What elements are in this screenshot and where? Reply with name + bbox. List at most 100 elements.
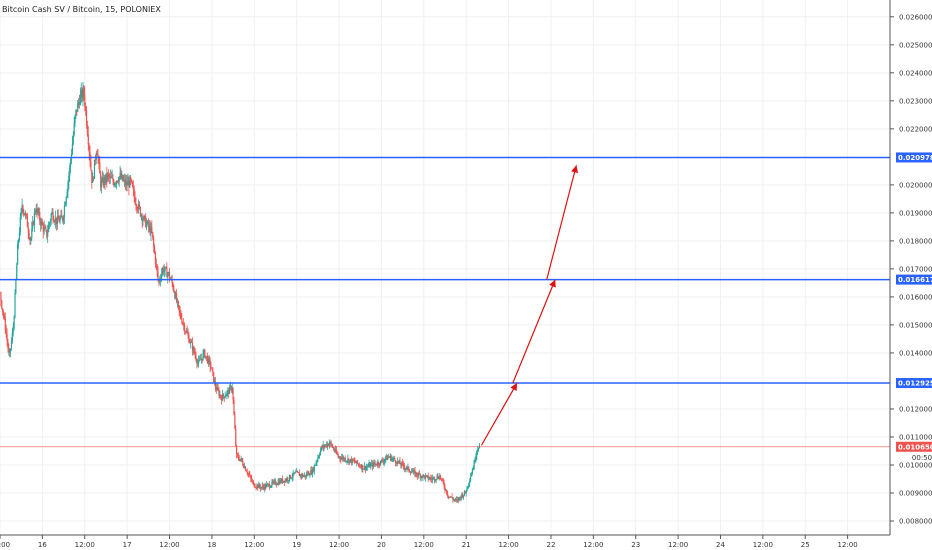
- candle-body: [408, 466, 410, 471]
- candle-body: [179, 310, 181, 314]
- candle-body: [32, 221, 35, 225]
- candle-body: [346, 460, 348, 462]
- candle-body: [205, 355, 207, 358]
- candle-body: [9, 348, 12, 352]
- candle-body: [400, 464, 402, 466]
- chart-title: Bitcoin Cash SV / Bitcoin, 15, POLONIEX: [2, 5, 161, 14]
- candle-body: [296, 471, 298, 473]
- candle-body: [301, 474, 303, 477]
- candle-body: [283, 480, 285, 483]
- price-axis[interactable]: 0.02600000 0.02500000 0.02400000 0.02300000…: [890, 13, 932, 525]
- candle-body: [211, 367, 213, 369]
- candle-body: [440, 478, 443, 480]
- candle-body: [90, 162, 92, 171]
- candle-body: [113, 181, 115, 186]
- candle-body: [77, 102, 80, 104]
- candle-body: [409, 470, 411, 472]
- candle-body: [230, 386, 232, 391]
- candle-body: [418, 473, 420, 475]
- time-tick-label: 16: [38, 541, 47, 549]
- candle-body: [457, 499, 459, 501]
- candle-body: [339, 456, 341, 459]
- candle-body: [275, 484, 277, 486]
- candle-body: [176, 301, 179, 302]
- candle-body: [392, 458, 394, 460]
- candle-body: [12, 327, 14, 333]
- candle-body: [31, 228, 33, 239]
- countdown-bg: [896, 452, 932, 462]
- candle-body: [426, 475, 428, 477]
- candle-body: [177, 301, 179, 306]
- candle-body: [52, 211, 54, 221]
- candle-body: [234, 414, 236, 429]
- candle-body: [414, 470, 416, 476]
- candle-body: [240, 458, 242, 460]
- candle-body: [442, 479, 444, 483]
- candle-body: [28, 232, 30, 239]
- candle-body: [364, 465, 366, 470]
- candle-body: [97, 155, 99, 159]
- candle-body: [115, 183, 117, 185]
- candle-body: [56, 216, 58, 225]
- candle-body: [272, 481, 274, 483]
- candle-body: [186, 331, 188, 334]
- candle-body: [287, 478, 289, 481]
- candle-body: [338, 456, 340, 458]
- candle-body: [379, 460, 382, 465]
- candle-body: [127, 181, 129, 186]
- candle-body: [378, 462, 380, 465]
- candle-body: [477, 449, 479, 452]
- candle-body: [115, 180, 118, 184]
- candle-body: [389, 455, 391, 458]
- candle-body: [227, 390, 229, 392]
- candle-body: [168, 272, 170, 274]
- candle-body: [361, 465, 363, 469]
- candle-body: [360, 466, 362, 469]
- price-tick-label: 0.01600000: [899, 293, 932, 301]
- candle-body: [206, 355, 208, 357]
- candle-body: [143, 215, 145, 220]
- candle-body: [171, 279, 173, 284]
- time-tick-label: 12:00: [498, 541, 518, 549]
- candle-body: [267, 484, 270, 485]
- candle-body: [264, 484, 266, 490]
- candle-body: [102, 177, 104, 186]
- candle-body: [320, 446, 322, 451]
- time-tick-label: 22: [546, 541, 555, 549]
- candle-body: [394, 458, 396, 461]
- time-tick-label: 12:00: [244, 541, 264, 549]
- candle-body: [120, 173, 122, 179]
- candle-body: [57, 216, 59, 220]
- candle-body: [197, 362, 199, 364]
- candle-body: [425, 475, 428, 477]
- candle-body: [39, 211, 41, 221]
- candle-body: [357, 463, 360, 465]
- candle-body: [311, 468, 314, 474]
- candle-body: [98, 158, 100, 162]
- candle-body: [436, 476, 438, 480]
- candle-body: [258, 484, 260, 488]
- projection-arrow: [480, 382, 518, 446]
- candle-body: [477, 448, 480, 450]
- candle-body: [347, 458, 349, 461]
- support-resistance-levels[interactable]: [0, 156, 890, 384]
- candle-body: [156, 264, 158, 272]
- candle-body: [236, 445, 238, 455]
- candle-body: [262, 485, 264, 488]
- candle-body: [30, 238, 32, 240]
- candle-body: [279, 480, 281, 485]
- candle-body: [112, 177, 114, 182]
- time-axis[interactable]: 12:00 16 12:00 17 12:00 18 12:00 19 12:00 20 12:00…: [0, 535, 858, 549]
- price-tick-label: 0.01800000: [899, 237, 932, 245]
- candle-body: [456, 499, 458, 501]
- candle-body: [216, 387, 218, 391]
- candle-body: [281, 478, 284, 483]
- candle-body: [151, 227, 153, 233]
- candle-body: [88, 145, 90, 153]
- candle-body: [206, 356, 209, 363]
- candle-body: [215, 387, 217, 391]
- candle-body: [358, 464, 360, 467]
- candle-body: [476, 451, 478, 456]
- candle-body: [318, 456, 320, 458]
